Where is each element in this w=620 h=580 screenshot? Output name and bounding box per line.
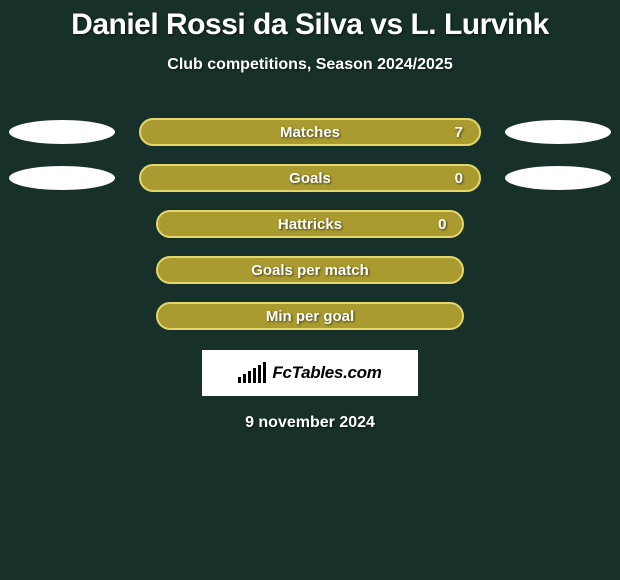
stat-row: Goals per match <box>0 256 620 284</box>
stat-label: Min per goal <box>266 308 354 325</box>
left-ellipse <box>9 166 115 190</box>
stat-bar: Hattricks 0 <box>156 210 465 238</box>
stat-value: 7 <box>455 124 463 141</box>
fctables-logo: FcTables.com <box>202 350 418 396</box>
stat-bar: Goals per match <box>156 256 465 284</box>
stat-row: Min per goal <box>0 302 620 330</box>
page-title: Daniel Rossi da Silva vs L. Lurvink <box>0 0 620 42</box>
stat-row: Goals 0 <box>0 164 620 192</box>
right-ellipse <box>505 120 611 144</box>
stat-label: Goals per match <box>251 262 369 279</box>
stat-row: Matches 7 <box>0 118 620 146</box>
stat-label: Hattricks <box>278 216 342 233</box>
stat-bar: Goals 0 <box>139 164 481 192</box>
stat-value: 0 <box>455 170 463 187</box>
stat-label: Matches <box>280 124 340 141</box>
logo-text: FcTables.com <box>272 363 381 383</box>
right-ellipse <box>505 166 611 190</box>
left-ellipse <box>9 120 115 144</box>
logo-bars-icon <box>238 363 266 383</box>
stat-bar: Matches 7 <box>139 118 481 146</box>
stats-container: Matches 7 Goals 0 Hattricks 0 Goals per match M… <box>0 118 620 330</box>
footer-date: 9 november 2024 <box>0 414 620 432</box>
stat-value: 0 <box>438 216 446 233</box>
stat-label: Goals <box>289 170 331 187</box>
stat-bar: Min per goal <box>156 302 465 330</box>
stat-row: Hattricks 0 <box>0 210 620 238</box>
subtitle: Club competitions, Season 2024/2025 <box>0 56 620 74</box>
